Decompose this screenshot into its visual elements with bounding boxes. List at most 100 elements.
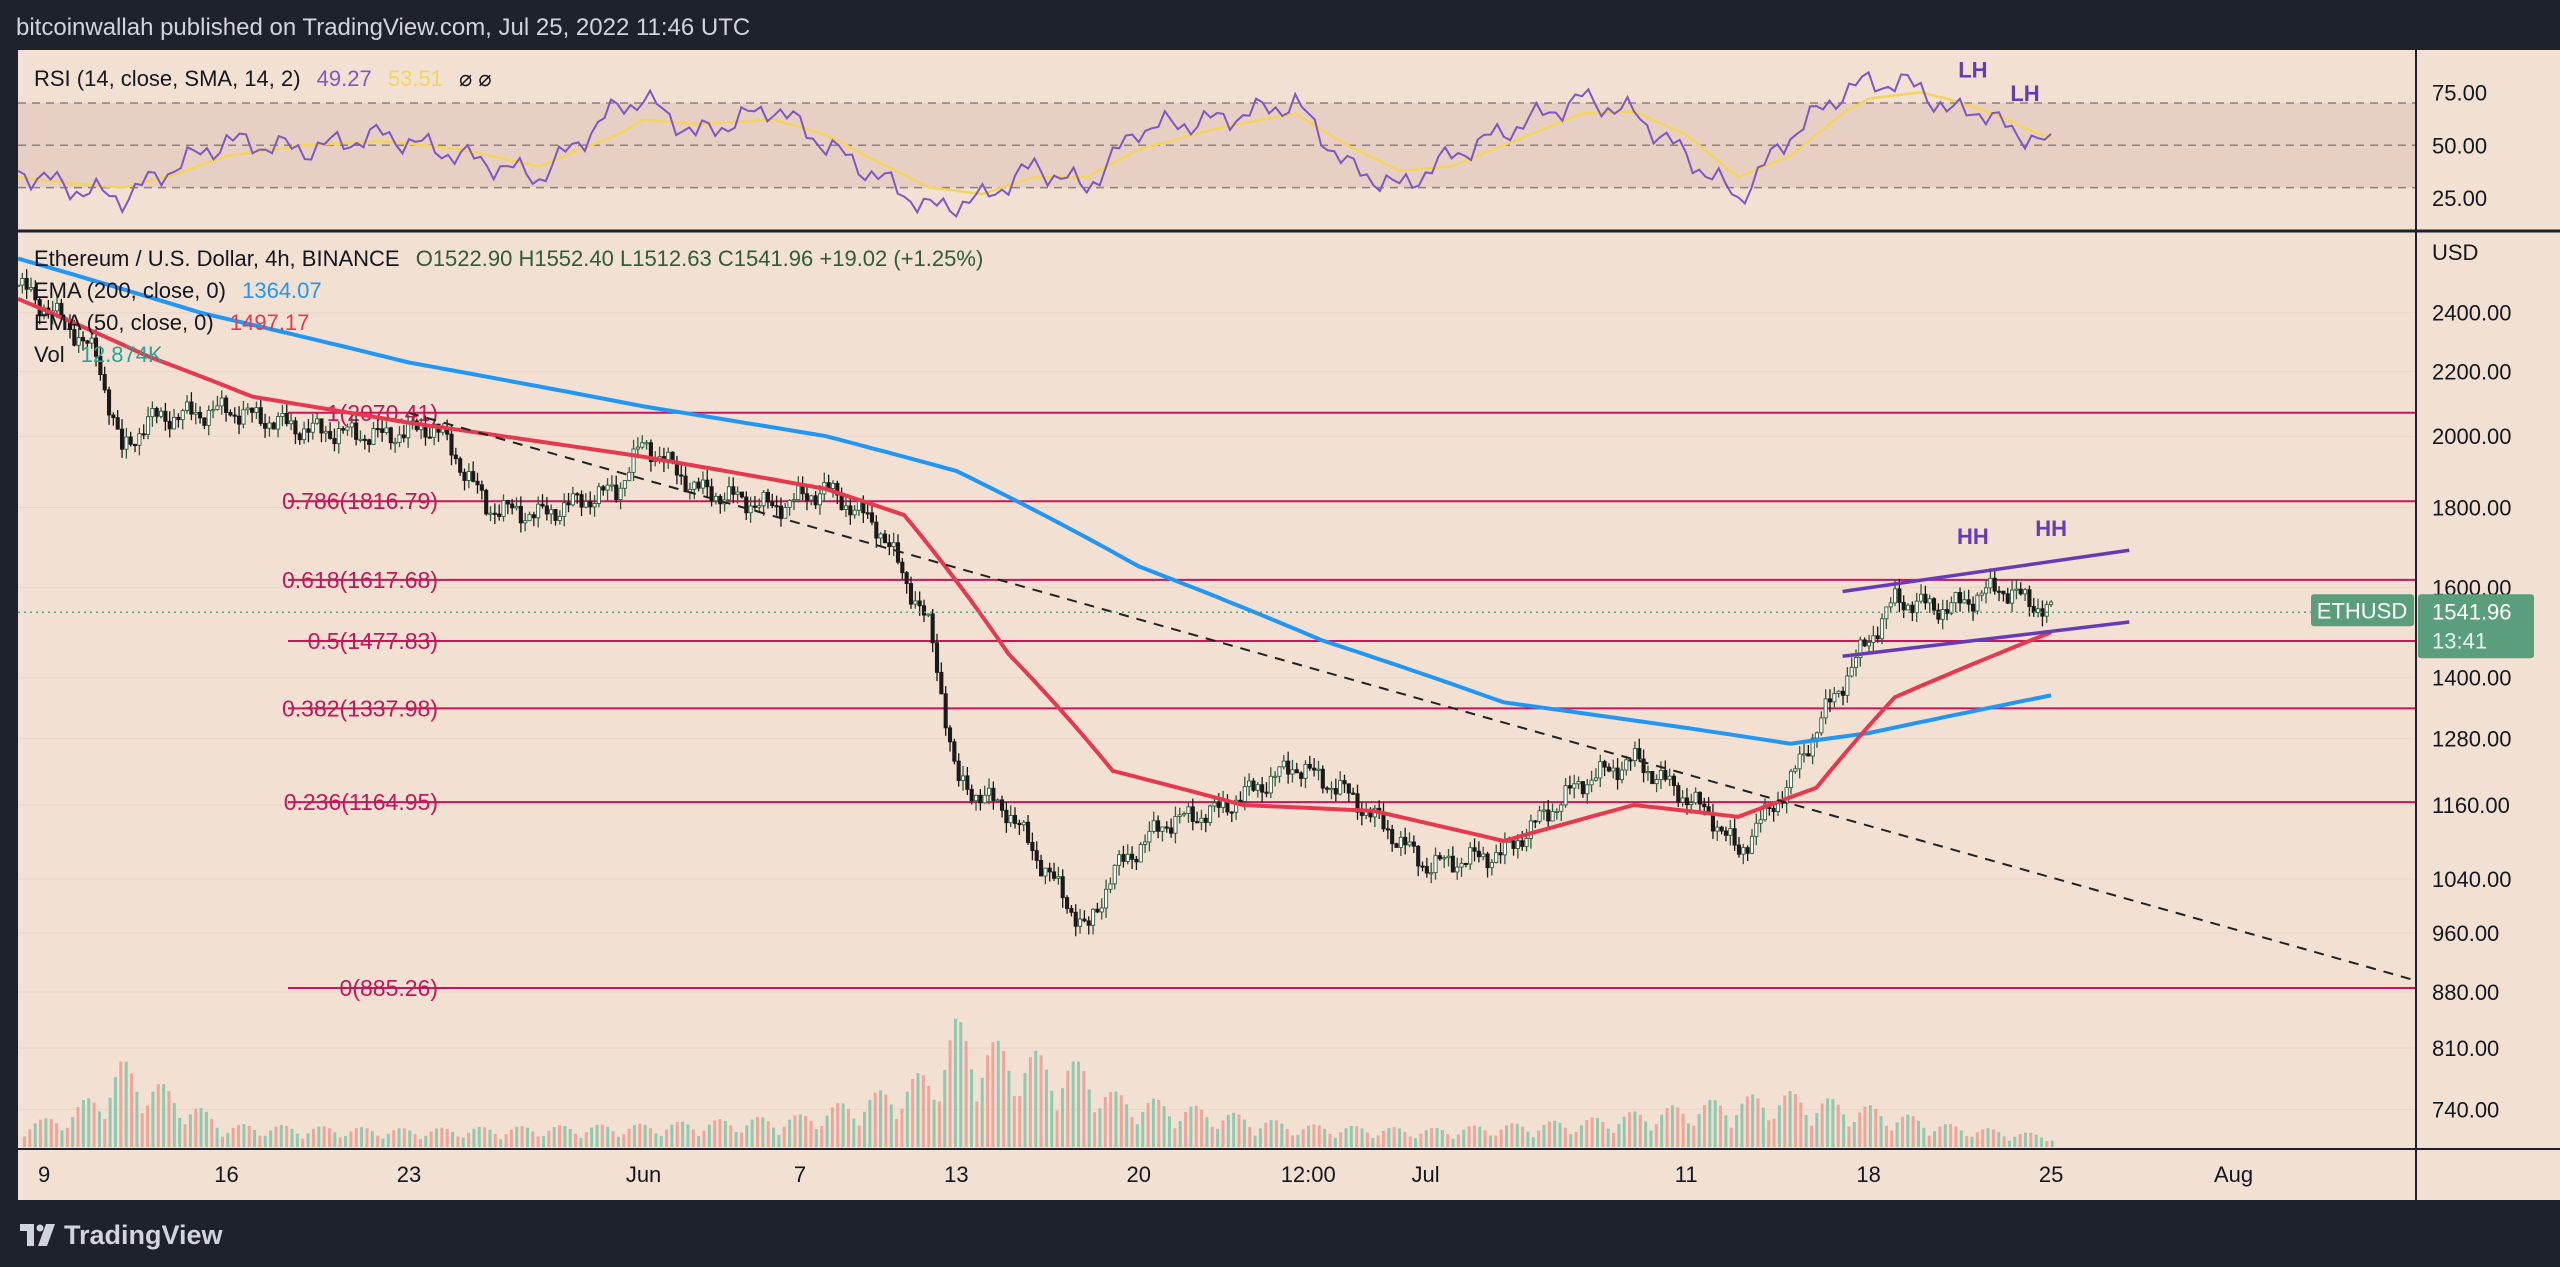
y-tick-label: 1040.00: [2432, 867, 2512, 892]
volume-bar: [1280, 1123, 1284, 1147]
candle-body: [1645, 771, 1650, 774]
candle-body: [640, 442, 645, 448]
candle-body: [1749, 835, 1755, 854]
candle-body: [1515, 840, 1520, 849]
volume-bar: [1697, 1114, 1701, 1147]
candle-body: [531, 514, 536, 519]
volume-bar: [943, 1069, 947, 1147]
candle-body: [449, 433, 454, 456]
candle-body: [2027, 589, 2032, 607]
candle-body: [1823, 698, 1828, 719]
candle-body: [739, 491, 744, 498]
candle-body: [1962, 599, 1967, 604]
candle-body: [1897, 588, 1902, 603]
candle-body: [1485, 853, 1490, 869]
candle-body: [1351, 792, 1356, 795]
candle-body: [1299, 772, 1304, 779]
volume-bar: [1130, 1117, 1134, 1147]
candle-body: [1754, 822, 1759, 837]
candle-body: [1559, 804, 1564, 812]
candle-body: [1476, 850, 1481, 858]
candle-body: [553, 509, 558, 521]
ema200-legend[interactable]: EMA (200, close, 0) 1364.07: [34, 278, 322, 304]
candle-body: [1606, 766, 1611, 772]
volume-bar: [146, 1105, 150, 1147]
candle-body: [1143, 841, 1148, 845]
volume-bar: [204, 1111, 208, 1147]
volume-bar: [879, 1090, 883, 1147]
candle-body: [1078, 918, 1083, 927]
volume-bar: [622, 1134, 626, 1147]
candle-body: [250, 407, 255, 413]
volume-bar: [1579, 1125, 1583, 1147]
candle-body: [18, 284, 21, 287]
candle-body: [76, 337, 81, 346]
candle-body: [1268, 775, 1273, 794]
candle-body: [1251, 780, 1256, 791]
candle-body: [1203, 817, 1208, 823]
candle-body: [341, 428, 346, 431]
footer[interactable]: TradingView: [20, 1218, 223, 1252]
volume-bar: [210, 1118, 214, 1147]
last-price-label: 1541.96: [2432, 599, 2512, 624]
volume-bar: [1291, 1135, 1295, 1147]
volume-legend[interactable]: Vol 12.874K: [34, 342, 163, 368]
volume-bar: [1751, 1094, 1755, 1147]
candle-body: [978, 794, 983, 804]
candle-body: [1988, 577, 1993, 589]
chart-frame[interactable]: 1(2070.41) 0.786(1816.79) 0.618(1617.68) 0.…: [18, 50, 2560, 1200]
ema50-legend[interactable]: EMA (50, close, 0) 1497.17: [34, 310, 309, 336]
volume-bar: [1997, 1132, 2001, 1147]
fib-level-label: 0.236(1164.95): [284, 789, 438, 815]
volume-bar: [1740, 1103, 1744, 1147]
price-legend[interactable]: Ethereum / U.S. Dollar, 4h, BINANCE O152…: [34, 246, 983, 272]
volume-bar: [889, 1104, 893, 1147]
candle-body: [1186, 806, 1191, 814]
candle-body: [254, 407, 259, 413]
candle-body: [1680, 797, 1685, 803]
candle-body: [176, 416, 181, 421]
volume-bar: [820, 1126, 824, 1147]
volume-bar: [857, 1125, 861, 1147]
rsi-tick-labels: 75.00 50.00 25.00: [2432, 80, 2487, 211]
trend-lines[interactable]: [408, 411, 2417, 982]
candle-body: [679, 474, 684, 477]
volume-bar: [1574, 1131, 1578, 1147]
rsi-line: [18, 70, 2052, 219]
chart-svg[interactable]: 1(2070.41)0.786(1816.79)0.618(1617.68)0.…: [18, 50, 2560, 1200]
volume-bar: [402, 1128, 406, 1147]
candle-body: [189, 401, 194, 415]
candle-body: [579, 494, 584, 508]
candle-body: [1641, 758, 1646, 774]
volume-bar: [103, 1119, 107, 1147]
rsi-legend[interactable]: RSI (14, close, SMA, 14, 2) 49.27 53.51 …: [34, 66, 492, 92]
candle-body: [1021, 821, 1026, 826]
candle-body: [1862, 639, 1867, 647]
candle-body: [237, 415, 242, 425]
volume-bar: [2007, 1140, 2011, 1147]
volume-bar: [927, 1085, 931, 1147]
candle-body: [1567, 785, 1572, 789]
candle-body: [1914, 600, 1919, 614]
candle-body: [1160, 826, 1165, 832]
candle-body: [813, 495, 818, 506]
candle-body: [1034, 850, 1039, 861]
candle-body: [362, 438, 367, 441]
candle-body: [89, 337, 94, 344]
volume-bar: [648, 1128, 652, 1147]
volume-bar: [1216, 1128, 1220, 1147]
volume-bar: [755, 1116, 759, 1147]
candle-body: [1719, 826, 1724, 832]
candle-body: [609, 484, 614, 487]
lh-annotation: LH: [2010, 81, 2039, 106]
volume-bar: [493, 1133, 497, 1147]
candle-body: [1997, 590, 2002, 593]
volume-bar: [1028, 1057, 1032, 1147]
volume-bar: [327, 1128, 331, 1147]
candle-body: [1710, 813, 1716, 832]
volume-bar: [1467, 1126, 1471, 1147]
candle-body: [1958, 592, 1963, 604]
volume-bar: [1392, 1127, 1396, 1147]
x-tick-labels[interactable]: 9 16 23 Jun 7 13 20 12:00 Jul 11 18 25 Aug: [38, 1162, 2253, 1187]
volume-bar: [1852, 1122, 1856, 1147]
